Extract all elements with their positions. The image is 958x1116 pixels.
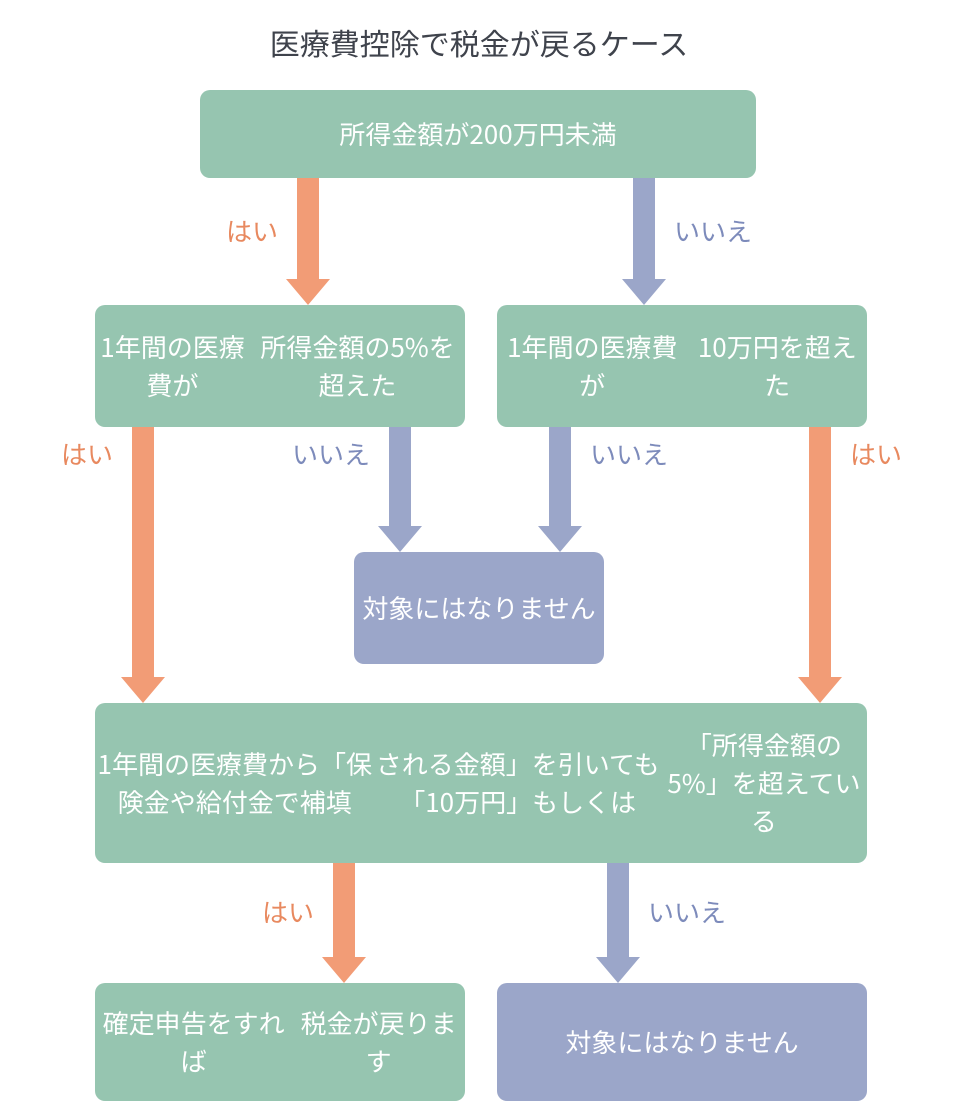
flow-node-n2: 1年間の医療費が所得金額の5%を超えた [95, 305, 465, 427]
flow-node-n3: 1年間の医療費が10万円を超えた [497, 305, 867, 427]
arrow-a2 [622, 178, 666, 305]
arrow-label-a1: はい [226, 212, 278, 249]
arrow-a3 [121, 427, 165, 703]
arrow-label-a5: いいえ [590, 435, 668, 472]
flow-node-n4: 対象にはなりません [354, 552, 604, 664]
arrow-label-a6: はい [850, 435, 902, 472]
chart-title: 医療費控除で税金が戻るケース [0, 20, 958, 64]
flow-node-n7: 対象にはなりません [497, 983, 867, 1101]
arrow-label-a3: はい [61, 435, 113, 472]
flowchart-container: 医療費控除で税金が戻るケース 所得金額が200万円未満 1年間の医療費が所得金額の… [0, 0, 958, 1116]
arrow-a7 [322, 863, 366, 983]
arrow-label-a8: いいえ [648, 893, 726, 930]
arrow-a5 [538, 427, 582, 552]
flow-node-n5: 1年間の医療費から「保険金や給付金で補填される金額」を引いても「10万円」もしく… [95, 703, 867, 863]
arrow-a4 [378, 427, 422, 552]
arrow-label-a2: いいえ [674, 212, 752, 249]
flow-node-n6: 確定申告をすれば税金が戻ります [95, 983, 465, 1101]
arrow-a8 [596, 863, 640, 983]
arrow-label-a7: はい [262, 893, 314, 930]
arrow-label-a4: いいえ [292, 435, 370, 472]
flow-node-n1: 所得金額が200万円未満 [200, 90, 756, 178]
arrow-a6 [798, 427, 842, 703]
arrow-a1 [286, 178, 330, 305]
